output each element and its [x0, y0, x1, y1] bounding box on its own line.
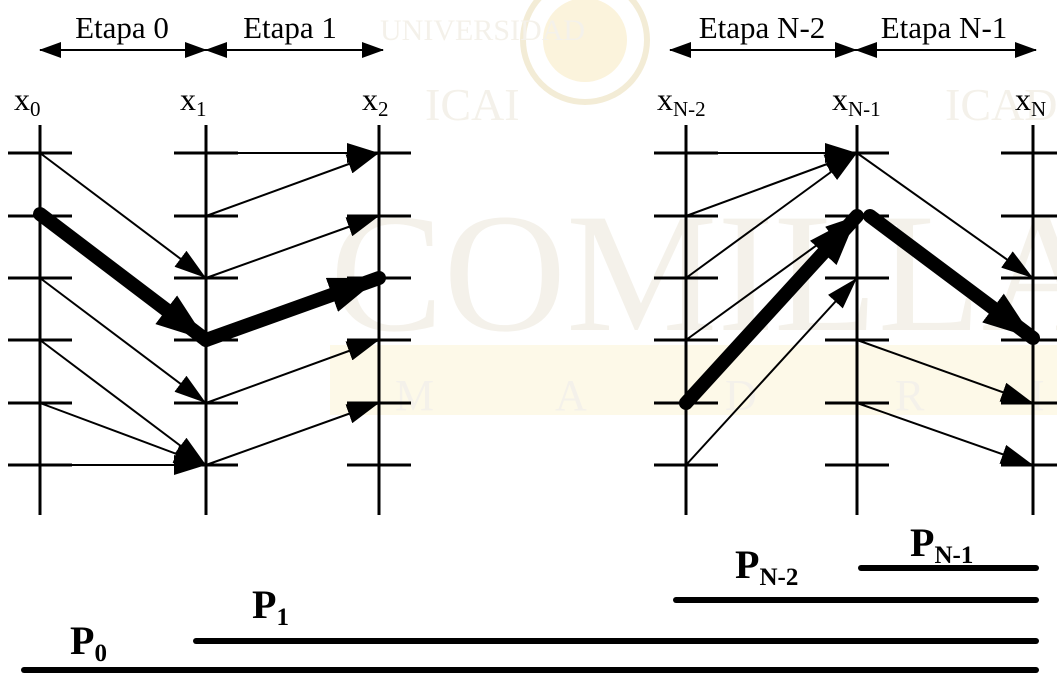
transition-arrow-12: [685, 152, 858, 279]
transition-arrow-7: [205, 215, 380, 279]
stage-n-2: Etapa N-2: [669, 10, 857, 58]
transition-arrow-0: [39, 152, 207, 279]
stage-n-1-label: Etapa N-1: [881, 10, 1008, 45]
state-label-x0: x0: [14, 81, 41, 121]
optimal-arrow-xn-1-xn: [863, 209, 1040, 345]
stage-0-label: Etapa 0: [75, 10, 169, 45]
subproblem-n-1-label: PN-1: [910, 520, 973, 569]
subproblem-1: P1: [193, 582, 1039, 644]
watermark-seal: [520, 0, 650, 105]
watermark-city-letter-2: D: [725, 371, 757, 420]
state-label-xn-1: xN-1: [832, 81, 881, 121]
stage-n-1: Etapa N-1: [855, 10, 1037, 58]
watermark-city-letter-3: R: [895, 371, 925, 420]
transition-arrow-3: [39, 402, 207, 466]
transition-arrow-16: [856, 339, 1034, 404]
state-label-x2: x2: [362, 81, 389, 121]
transition-arrow-9: [205, 402, 380, 466]
subproblem-n-2-label: PN-2: [735, 542, 798, 591]
state-label-xn-2: xN-2: [657, 81, 706, 121]
stage-1: Etapa 1: [205, 10, 384, 58]
transition-arrow-14: [685, 277, 858, 466]
transition-arrow-11: [685, 152, 858, 217]
subproblem-n-2: PN-2: [673, 542, 1039, 603]
subproblem-0-label: P0: [70, 618, 107, 667]
optimal-arrow-xn-2-xn-1: [679, 209, 864, 410]
watermark-city-letter-1: A: [555, 371, 587, 420]
watermark-left-word: ICAI: [425, 79, 520, 130]
transition-arrow-1: [39, 277, 207, 404]
watermark-city-letter-0: M: [395, 371, 434, 420]
watermark-arc-text: UNIVERSIDAD: [380, 14, 585, 47]
transition-arrows: [39, 143, 1034, 475]
optimal-path: [33, 207, 1040, 410]
transition-arrow-15: [856, 152, 1034, 279]
stage-0: Etapa 0: [39, 10, 207, 58]
optimal-arrow-x1-x2: [199, 271, 386, 347]
optimal-arrow-x0-x1: [33, 207, 213, 347]
transition-arrow-2: [39, 339, 207, 466]
watermark-seal-inner: [543, 0, 627, 82]
transition-arrow-8: [205, 339, 380, 404]
transition-arrow-5: [205, 152, 380, 217]
stage-1-label: Etapa 1: [243, 10, 337, 45]
transition-arrow-17: [856, 402, 1034, 466]
subproblem-0: P0: [21, 618, 1039, 673]
stage-n-2-label: Etapa N-2: [699, 10, 826, 45]
subproblem-n-1: PN-1: [858, 520, 1039, 571]
subproblem-1-label: P1: [252, 582, 289, 631]
watermark-right-word: ICADE: [945, 79, 1057, 130]
state-label-xn: xN: [1015, 81, 1046, 121]
state-label-x1: x1: [180, 81, 207, 121]
